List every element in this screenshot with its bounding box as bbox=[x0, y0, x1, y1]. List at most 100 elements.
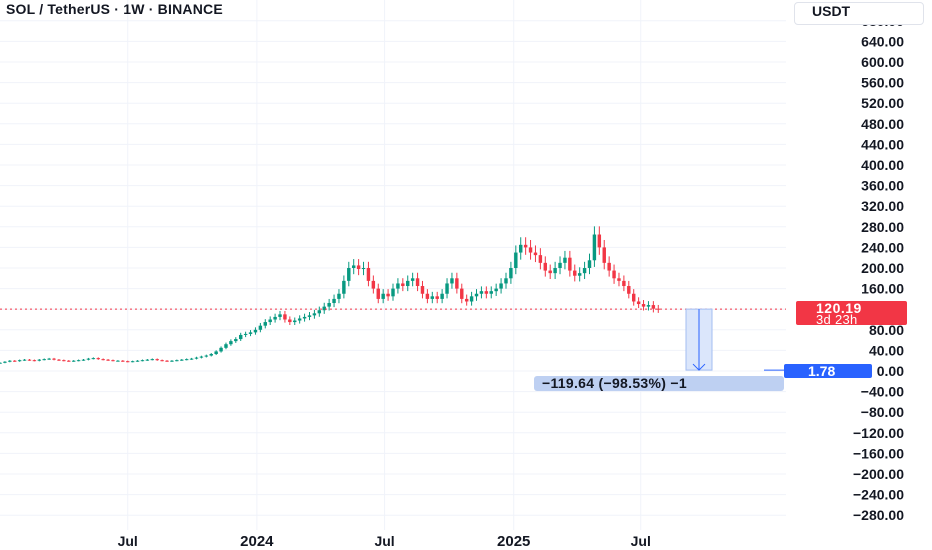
bar-countdown: 3d 23h bbox=[816, 312, 858, 327]
candle-body bbox=[597, 234, 602, 248]
candle-body bbox=[135, 360, 140, 362]
y-tick-label: 280.00 bbox=[861, 219, 904, 235]
candle-body bbox=[189, 358, 194, 360]
y-tick-label: 320.00 bbox=[861, 198, 904, 214]
candle-body bbox=[474, 293, 479, 297]
candle-body bbox=[42, 359, 46, 361]
candle-body bbox=[455, 278, 459, 289]
candle-body bbox=[121, 360, 125, 362]
candle-body bbox=[199, 356, 204, 358]
candle-body bbox=[342, 280, 346, 294]
candle-body bbox=[533, 252, 538, 256]
candle-body bbox=[27, 359, 32, 361]
candle-body bbox=[302, 316, 307, 319]
candle-body bbox=[297, 318, 302, 321]
x-tick-label: Jul bbox=[374, 533, 394, 549]
candle-body bbox=[464, 298, 469, 302]
y-tick-label: −40.00 bbox=[861, 384, 904, 400]
candle-body bbox=[293, 320, 297, 323]
target-price-value: 1.78 bbox=[808, 363, 836, 379]
candle-body bbox=[528, 247, 533, 253]
x-tick-label: 2024 bbox=[240, 533, 274, 550]
candle-body bbox=[519, 244, 523, 253]
candle-body bbox=[543, 262, 548, 271]
currency-selector[interactable] bbox=[794, 2, 924, 25]
candle-body bbox=[523, 244, 528, 248]
y-tick-label: 200.00 bbox=[861, 260, 904, 276]
y-tick-label: 360.00 bbox=[861, 178, 904, 194]
candle-body bbox=[656, 308, 660, 310]
candle-body bbox=[631, 293, 636, 302]
candle-body bbox=[337, 293, 341, 299]
candle-body bbox=[612, 270, 616, 279]
candle-body bbox=[209, 354, 213, 356]
candle-body bbox=[420, 286, 425, 294]
currency-label: USDT bbox=[812, 3, 851, 19]
candle-body bbox=[415, 278, 420, 287]
candle-body bbox=[268, 319, 272, 323]
y-tick-label: 480.00 bbox=[861, 116, 904, 132]
y-tick-label: 520.00 bbox=[861, 95, 904, 111]
candle-body bbox=[361, 268, 366, 270]
y-tick-label: 80.00 bbox=[869, 322, 904, 338]
candle-body bbox=[184, 359, 189, 361]
measure-result-text: −119.64 (−98.53%) −1 bbox=[542, 376, 687, 391]
candle-body bbox=[435, 296, 439, 299]
candle-body bbox=[607, 262, 611, 271]
candle-body bbox=[479, 291, 484, 294]
candle-body bbox=[253, 329, 258, 333]
candle-body bbox=[140, 360, 145, 362]
candle-body bbox=[37, 359, 42, 361]
candle-body bbox=[258, 325, 263, 330]
candle-body bbox=[214, 351, 218, 355]
candle-body bbox=[67, 360, 71, 362]
candle-body bbox=[52, 358, 56, 360]
candle-body bbox=[646, 305, 651, 307]
candle-body bbox=[288, 319, 292, 323]
candle-body bbox=[484, 291, 489, 294]
candle-body bbox=[386, 293, 390, 297]
candle-body bbox=[130, 361, 135, 363]
candle-body bbox=[577, 273, 582, 276]
candle-body bbox=[101, 359, 105, 361]
candle-body bbox=[651, 305, 656, 309]
candle-body bbox=[219, 347, 223, 352]
candle-body bbox=[283, 314, 287, 320]
candle-body bbox=[76, 360, 81, 362]
candle-body bbox=[229, 341, 233, 345]
candle-body bbox=[548, 270, 552, 274]
candle-body bbox=[602, 247, 606, 263]
candle-body bbox=[175, 360, 179, 362]
candle-body bbox=[489, 291, 493, 294]
candle-body bbox=[57, 359, 61, 361]
candle-body bbox=[170, 360, 174, 362]
y-tick-label: −160.00 bbox=[853, 445, 904, 461]
current-price-label: 120.19 3d 23h bbox=[796, 301, 907, 327]
candle-body bbox=[116, 360, 120, 362]
candle-body bbox=[406, 280, 410, 287]
candle-body bbox=[160, 360, 164, 362]
candle-body bbox=[410, 278, 415, 281]
candle-body bbox=[327, 303, 331, 307]
y-tick-label: 240.00 bbox=[861, 239, 904, 255]
chart-title: SOL / TetherUS · 1W · BINANCE bbox=[6, 1, 223, 17]
candle-body bbox=[71, 360, 76, 362]
candle-body bbox=[238, 334, 243, 340]
candle-body bbox=[47, 358, 51, 360]
candle-body bbox=[204, 355, 209, 357]
candle-body bbox=[391, 288, 395, 297]
y-tick-label: 160.00 bbox=[861, 281, 904, 297]
candle-body bbox=[641, 304, 646, 307]
candle-body bbox=[351, 265, 356, 268]
y-tick-label: 640.00 bbox=[861, 33, 904, 49]
candle-body bbox=[91, 358, 96, 360]
candle-body bbox=[17, 360, 22, 362]
candle-body bbox=[430, 296, 435, 299]
y-tick-label: −80.00 bbox=[861, 404, 904, 420]
measure-arrow-head bbox=[692, 363, 706, 371]
candle-body bbox=[111, 360, 115, 362]
candle-body bbox=[445, 283, 449, 294]
candle-body bbox=[224, 344, 228, 348]
candle-body bbox=[499, 283, 503, 289]
